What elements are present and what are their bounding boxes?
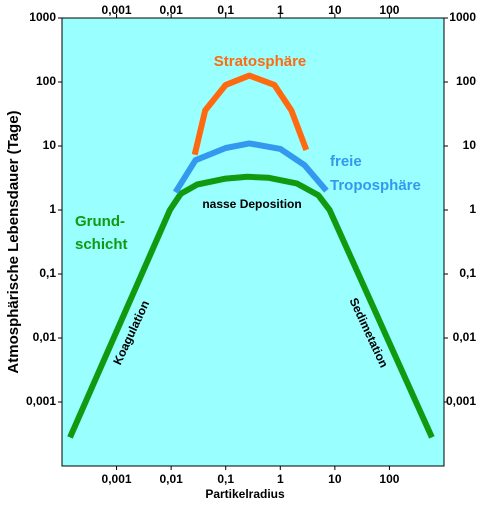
x-tick-label: 0,01: [159, 472, 183, 486]
y-tick-label: 1000: [449, 10, 476, 24]
series-line: [191, 72, 310, 156]
series-line: [172, 140, 329, 194]
y-tick-label: 100: [36, 74, 56, 88]
y-tick-label: 0,01: [33, 330, 57, 344]
y-tick-label: 1000: [29, 10, 56, 24]
x-tick-label: 0,001: [102, 3, 132, 17]
y-tick-label: 0,1: [459, 266, 476, 280]
x-tick-label: 0,1: [217, 3, 234, 17]
x-tick-label: 1: [277, 3, 284, 17]
y-axis-label: Atmosphärische Lebensdauer (Tage): [5, 110, 22, 373]
y-tick-label: 0,1: [39, 266, 56, 280]
y-tick-label: 1: [469, 202, 476, 216]
x-tick-label: 0,1: [217, 472, 234, 486]
x-tick-label: 0,01: [159, 3, 183, 17]
x-tick-label: 10: [328, 3, 342, 17]
y-tick-label: 0,01: [453, 330, 477, 344]
series-label: schicht: [75, 236, 128, 253]
x-tick-label: 10: [328, 472, 342, 486]
series-label: Grund-: [75, 213, 125, 230]
series-label: Troposphäre: [330, 177, 421, 194]
plot-area: [61, 17, 445, 467]
y-tick-label: 10: [43, 138, 57, 152]
x-tick-label: 100: [379, 472, 399, 486]
y-tick-label: 1: [49, 202, 56, 216]
y-tick-label: 0,001: [26, 394, 56, 408]
x-axis-label: Partikelradius: [205, 487, 285, 501]
x-tick-label: 1: [277, 472, 284, 486]
y-tick-label: 100: [456, 74, 476, 88]
series-line: [67, 173, 435, 439]
annotation: nasse Deposition: [202, 197, 301, 211]
x-tick-label: 0,001: [102, 472, 132, 486]
y-tick-label: 0,001: [446, 394, 476, 408]
y-tick-label: 10: [463, 138, 477, 152]
series-label: Stratosphäre: [214, 53, 307, 70]
x-tick-label: 100: [379, 3, 399, 17]
series-label: freie: [330, 153, 362, 170]
